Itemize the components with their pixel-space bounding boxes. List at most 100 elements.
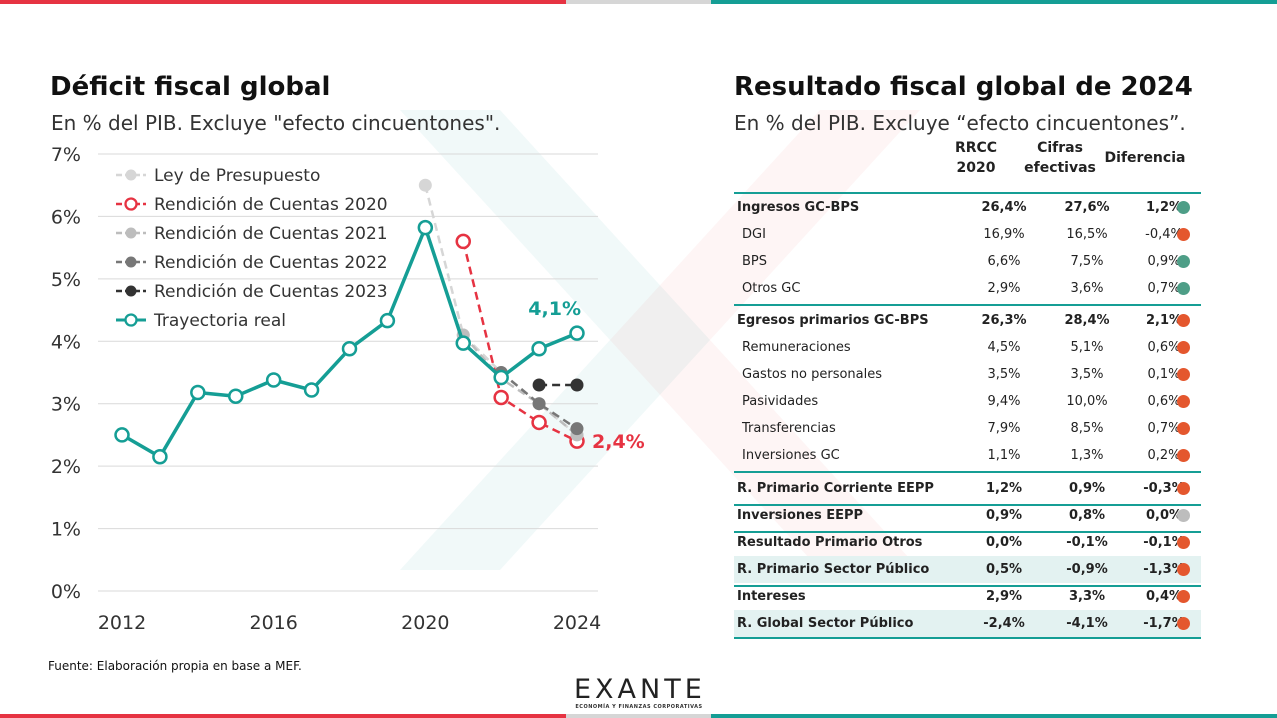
data-point	[265, 372, 282, 388]
table-row: Egresos primarios GC-BPS 26,3% 28,4% 2,1%	[734, 307, 1201, 334]
difference-value: 0,7%	[1147, 281, 1181, 296]
difference-value: 0,0%	[1145, 508, 1183, 523]
status-dot	[1177, 201, 1190, 214]
row-label: Pasividades	[742, 394, 819, 409]
data-point	[417, 219, 434, 236]
row-label: Otros GC	[742, 281, 801, 296]
bottom-color-bar	[0, 714, 1277, 718]
efectivas-value: -0,9%	[1066, 562, 1108, 577]
row-label: Transferencias	[742, 421, 836, 436]
rrcc-value: 0,0%	[985, 535, 1023, 550]
row-label: Ingresos GC-BPS	[737, 200, 860, 215]
difference-value: -0,1%	[1143, 535, 1185, 550]
x-tick-label: 2020	[401, 612, 449, 634]
data-point	[570, 378, 584, 392]
efectivas-value: 5,1%	[1070, 340, 1104, 355]
series-line	[500, 371, 578, 430]
rrcc-value: 26,3%	[981, 313, 1027, 328]
table-row: Intereses 2,9% 3,3% 0,4%	[734, 583, 1201, 610]
status-dot	[1177, 422, 1190, 435]
difference-value: 0,4%	[1145, 589, 1183, 604]
source-note: Fuente: Elaboración propia en base a MEF…	[48, 659, 302, 673]
data-point	[455, 233, 471, 250]
status-dot	[1177, 536, 1190, 549]
difference-value: 0,6%	[1147, 394, 1181, 409]
rrcc-value: 16,9%	[983, 227, 1025, 242]
legend-label: Rendición de Cuentas 2022	[154, 253, 388, 273]
status-dot	[1177, 449, 1190, 462]
table-divider	[734, 304, 1201, 306]
table-header: RRCC 2020	[954, 140, 998, 176]
status-dot	[1177, 255, 1190, 268]
row-label: DGI	[742, 227, 766, 242]
status-dot	[1177, 341, 1190, 354]
status-dot	[1177, 282, 1190, 295]
table-row: Otros GC 2,9% 3,6% 0,7%	[734, 275, 1201, 302]
table-divider	[734, 471, 1201, 473]
status-dot	[1177, 509, 1190, 522]
row-label: Inversiones EEPP	[737, 508, 864, 523]
legend-label: Rendición de Cuentas 2023	[154, 282, 388, 302]
difference-value: 2,1%	[1145, 313, 1183, 328]
legend-label: Rendición de Cuentas 2021	[154, 224, 388, 244]
row-label: Remuneraciones	[742, 340, 851, 355]
efectivas-value: 0,9%	[1068, 481, 1106, 496]
legend-marker	[124, 197, 138, 211]
efectivas-value: 3,6%	[1070, 281, 1104, 296]
legend-label: Rendición de Cuentas 2020	[154, 195, 388, 215]
table-divider	[734, 637, 1201, 639]
efectivas-value: 0,8%	[1068, 508, 1106, 523]
table-row: Remuneraciones 4,5% 5,1% 0,6%	[734, 334, 1201, 361]
table-subtitle: En % del PIB. Excluye “efecto cincuenton…	[734, 111, 1186, 135]
data-point	[532, 397, 546, 411]
rrcc-value: 26,4%	[981, 200, 1027, 215]
status-dot	[1177, 228, 1190, 241]
table-row: R. Primario Sector Público 0,5% -0,9% -1,3%	[734, 556, 1201, 583]
table-row: BPS 6,6% 7,5% 0,9%	[734, 248, 1201, 275]
table-row: Ingresos GC-BPS 26,4% 27,6% 1,2%	[734, 194, 1201, 221]
annotation-label: 4,1%	[528, 298, 581, 320]
status-dot	[1177, 395, 1190, 408]
rrcc-value: 0,9%	[985, 508, 1023, 523]
legend-marker	[125, 256, 137, 268]
y-tick-label: 4%	[51, 331, 81, 353]
difference-value: 0,1%	[1147, 367, 1181, 382]
status-dot	[1177, 617, 1190, 630]
table-divider	[734, 585, 1201, 587]
difference-value: 0,9%	[1147, 254, 1181, 269]
y-tick-label: 3%	[51, 394, 81, 416]
efectivas-value: 1,3%	[1070, 448, 1104, 463]
y-tick-label: 1%	[51, 519, 81, 541]
data-point	[531, 341, 547, 357]
efectivas-value: -4,1%	[1066, 616, 1108, 631]
rrcc-value: 1,1%	[987, 448, 1021, 463]
legend-marker	[125, 285, 137, 297]
rrcc-value: -2,4%	[983, 616, 1025, 631]
difference-value: 0,7%	[1147, 421, 1181, 436]
logo-name: EXANTE	[574, 674, 706, 705]
legend-marker	[125, 169, 137, 181]
difference-value: -1,3%	[1143, 562, 1185, 577]
data-point	[303, 382, 320, 398]
row-label: Gastos no personales	[742, 367, 883, 382]
rrcc-value: 3,5%	[987, 367, 1021, 382]
status-dot	[1177, 563, 1190, 576]
table-row: DGI 16,9% 16,5% -0,4%	[734, 221, 1201, 248]
x-tick-label: 2016	[249, 612, 297, 634]
data-point	[569, 325, 585, 341]
row-label: Egresos primarios GC-BPS	[737, 313, 929, 328]
row-label: R. Global Sector Público	[737, 616, 914, 631]
legend-label: Ley de Presupuesto	[154, 166, 320, 186]
data-point	[531, 414, 547, 431]
row-label: Inversiones GC	[742, 448, 840, 463]
table-title: Resultado fiscal global de 2024	[734, 72, 1193, 102]
table-row: R. Global Sector Público -2,4% -4,1% -1,7%	[734, 610, 1201, 637]
status-dot	[1177, 368, 1190, 381]
data-point	[570, 422, 584, 436]
table-row: Pasividades 9,4% 10,0% 0,6%	[734, 388, 1201, 415]
chart-title: Déficit fiscal global	[50, 72, 331, 102]
data-point	[379, 312, 396, 329]
table-row: Resultado Primario Otros 0,0% -0,1% -0,1%	[734, 529, 1201, 556]
x-tick-label: 2024	[553, 612, 601, 634]
table-header: Cifras efectivas	[1024, 140, 1096, 176]
